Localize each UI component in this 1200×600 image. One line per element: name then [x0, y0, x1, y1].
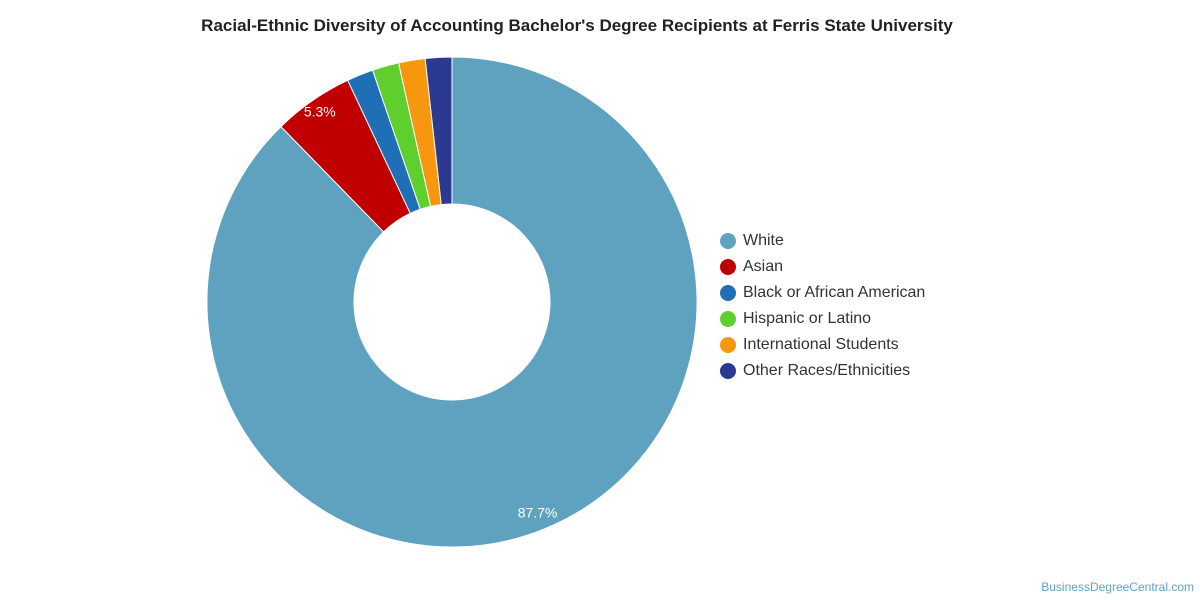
legend-item-international-students[interactable]: International Students [720, 332, 925, 358]
legend-item-asian[interactable]: Asian [720, 254, 925, 280]
legend-swatch [720, 337, 736, 353]
legend-swatch [720, 363, 736, 379]
legend-item-black-or-african-american[interactable]: Black or African American [720, 280, 925, 306]
legend-swatch [720, 259, 736, 275]
legend-label: International Students [743, 336, 899, 353]
legend-item-white[interactable]: White [720, 228, 925, 254]
legend-label: Asian [743, 258, 784, 275]
legend-swatch [720, 311, 736, 327]
chart-title: Racial-Ethnic Diversity of Accounting Ba… [201, 16, 953, 35]
legend-item-other-races-ethnicities[interactable]: Other Races/Ethnicities [720, 358, 925, 384]
legend-label: Hispanic or Latino [743, 310, 872, 327]
legend-label: Black or African American [743, 284, 926, 301]
legend-label: White [743, 232, 784, 249]
slice-label-asian: 5.3% [304, 103, 336, 119]
slice-white[interactable] [206, 56, 698, 548]
source-credit[interactable]: BusinessDegreeCentral.com [1041, 580, 1194, 594]
slice-other-races-ethnicities[interactable] [424, 56, 453, 206]
legend-swatch [720, 233, 736, 249]
chart-legend: White Asian Black or African American Hispa… [720, 228, 925, 384]
slice-label-white: 87.7% [518, 504, 558, 520]
legend-label: Other Races/Ethnicities [743, 362, 911, 379]
legend-swatch [720, 285, 736, 301]
legend-item-hispanic-or-latino[interactable]: Hispanic or Latino [720, 306, 925, 332]
